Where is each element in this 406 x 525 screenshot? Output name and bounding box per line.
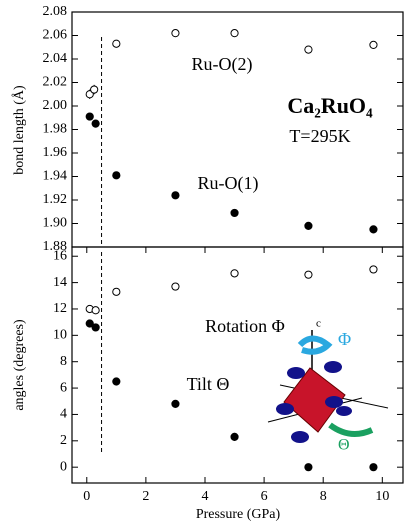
- data-point: [171, 29, 180, 38]
- x-tick-label: 2: [142, 489, 149, 504]
- plot-frame: [71, 246, 404, 484]
- y-tick-label: 2.08: [43, 4, 68, 19]
- title: Ca₂RuO₄: [287, 93, 373, 118]
- y-tick-label: 16: [53, 248, 67, 263]
- subtitle: T=295K: [289, 126, 350, 146]
- data-point: [369, 265, 378, 274]
- data-point: [304, 463, 313, 472]
- data-point: [112, 39, 121, 48]
- annotation: Rotation Φ: [205, 316, 285, 336]
- y-tick-label: 0: [60, 459, 67, 474]
- data-point: [369, 225, 378, 234]
- x-axis-label: Pressure (GPa): [196, 507, 281, 522]
- y-tick-label: 6: [60, 380, 67, 395]
- data-point: [230, 432, 239, 441]
- data-point: [112, 377, 121, 386]
- y-tick-label: 2.02: [43, 75, 68, 90]
- annotation: Tilt Θ: [187, 374, 230, 394]
- diagram-label: c: [316, 318, 321, 330]
- y-tick-label: 1.92: [43, 192, 68, 207]
- y-tick-label: 4: [60, 407, 67, 422]
- data-point: [171, 399, 180, 408]
- data-point: [90, 85, 99, 94]
- data-point: [85, 112, 94, 121]
- y-tick-label: 8: [60, 354, 67, 369]
- data-point: [112, 287, 121, 296]
- y-tick-label: 1.88: [43, 239, 68, 254]
- y-tick-label: 10: [53, 328, 67, 343]
- data-point: [230, 29, 239, 38]
- y-tick-label: 2.00: [43, 98, 68, 113]
- annotation: Ru-O(1): [198, 173, 259, 194]
- structure-diagram: c Φ Θ: [267, 318, 389, 454]
- data-point: [91, 323, 100, 332]
- data-point: [369, 463, 378, 472]
- data-point: [171, 282, 180, 291]
- x-tick-label: 4: [201, 489, 208, 504]
- data-point: [304, 45, 313, 54]
- y-axis-label: angles (degrees): [12, 319, 27, 411]
- y-tick-label: 1.98: [43, 122, 68, 137]
- y-tick-label: 2.06: [43, 28, 68, 43]
- x-tick-label: 8: [320, 489, 327, 504]
- x-tick-label: 10: [375, 489, 389, 504]
- data-point: [230, 269, 239, 278]
- data-point: [304, 221, 313, 230]
- y-tick-label: 2.04: [43, 51, 68, 66]
- y-tick-label: 2: [60, 433, 67, 448]
- diagram-label: Φ: [338, 329, 351, 349]
- data-point: [304, 270, 313, 279]
- data-point: [369, 40, 378, 50]
- data-point: [230, 208, 239, 218]
- data-point: [112, 171, 121, 180]
- y-tick-label: 1.90: [43, 216, 68, 231]
- data-point: [91, 119, 100, 128]
- y-tick-label: 14: [53, 275, 67, 290]
- data-point: [85, 319, 94, 328]
- x-tick-label: 6: [261, 489, 268, 504]
- y-tick-label: 12: [53, 301, 67, 316]
- data-point: [91, 306, 100, 315]
- data-point: [171, 191, 180, 200]
- annotation: Ru-O(2): [192, 54, 253, 75]
- x-tick-label: 0: [83, 489, 90, 504]
- diagram-label: Θ: [338, 437, 350, 454]
- y-tick-label: 1.96: [43, 145, 68, 160]
- y-axis-label: bond length (Å): [11, 85, 27, 175]
- y-tick-label: 1.94: [43, 169, 68, 184]
